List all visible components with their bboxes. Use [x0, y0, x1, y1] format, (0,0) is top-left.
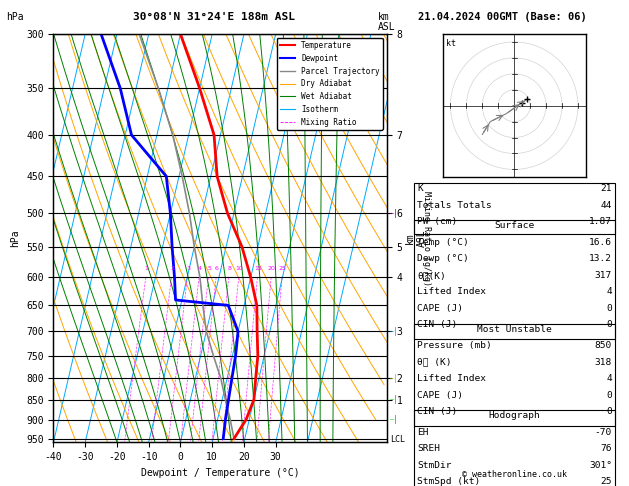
Text: 4: 4	[606, 374, 612, 383]
Text: 21.04.2024 00GMT (Base: 06): 21.04.2024 00GMT (Base: 06)	[418, 12, 587, 22]
Text: Temp (°C): Temp (°C)	[417, 238, 469, 247]
Text: km
ASL: km ASL	[377, 12, 395, 32]
Text: 76: 76	[601, 444, 612, 453]
X-axis label: Dewpoint / Temperature (°C): Dewpoint / Temperature (°C)	[141, 468, 299, 478]
Text: CIN (J): CIN (J)	[417, 320, 457, 330]
Text: 0: 0	[606, 320, 612, 330]
Text: PW (cm): PW (cm)	[417, 217, 457, 226]
Text: 30°08'N 31°24'E 188m ASL: 30°08'N 31°24'E 188m ASL	[133, 12, 295, 22]
Text: 0: 0	[606, 391, 612, 399]
Text: |: |	[393, 395, 398, 404]
Text: K: K	[417, 184, 423, 193]
Text: CAPE (J): CAPE (J)	[417, 391, 463, 399]
Text: kt: kt	[446, 39, 455, 48]
Legend: Temperature, Dewpoint, Parcel Trajectory, Dry Adiabat, Wet Adiabat, Isotherm, Mi: Temperature, Dewpoint, Parcel Trajectory…	[277, 38, 383, 130]
Text: θᴄ(K): θᴄ(K)	[417, 271, 446, 280]
Text: 10: 10	[235, 266, 243, 271]
Text: |: |	[393, 415, 398, 424]
Text: 16.6: 16.6	[589, 238, 612, 247]
Text: 8: 8	[228, 266, 231, 271]
Text: —: —	[390, 210, 394, 216]
Text: 4: 4	[606, 287, 612, 296]
Text: Pressure (mb): Pressure (mb)	[417, 341, 492, 350]
Text: 317: 317	[595, 271, 612, 280]
Text: StmDir: StmDir	[417, 461, 452, 470]
Text: 2: 2	[170, 266, 174, 271]
Text: —: —	[390, 417, 394, 423]
Text: LCL: LCL	[390, 435, 405, 444]
Text: Hodograph: Hodograph	[489, 411, 540, 420]
Text: SREH: SREH	[417, 444, 440, 453]
Text: 5: 5	[207, 266, 211, 271]
Text: 13.2: 13.2	[589, 254, 612, 263]
Text: 850: 850	[595, 341, 612, 350]
Text: 15: 15	[254, 266, 262, 271]
Text: —: —	[390, 329, 394, 334]
Text: 20: 20	[268, 266, 276, 271]
Text: Mixing Ratio (g/kg): Mixing Ratio (g/kg)	[422, 191, 431, 286]
Text: 0: 0	[606, 304, 612, 313]
Text: -70: -70	[595, 428, 612, 437]
Text: CIN (J): CIN (J)	[417, 407, 457, 416]
Text: 4: 4	[198, 266, 202, 271]
Text: Lifted Index: Lifted Index	[417, 374, 486, 383]
Text: StmSpd (kt): StmSpd (kt)	[417, 477, 481, 486]
Text: Lifted Index: Lifted Index	[417, 287, 486, 296]
Text: © weatheronline.co.uk: © weatheronline.co.uk	[462, 469, 567, 479]
Text: 44: 44	[601, 201, 612, 210]
Text: —: —	[390, 375, 394, 382]
Text: CAPE (J): CAPE (J)	[417, 304, 463, 313]
Text: |: |	[393, 327, 398, 336]
Text: Totals Totals: Totals Totals	[417, 201, 492, 210]
Text: 25: 25	[601, 477, 612, 486]
Text: 0: 0	[606, 407, 612, 416]
Text: 21: 21	[601, 184, 612, 193]
Text: Most Unstable: Most Unstable	[477, 325, 552, 333]
Text: EH: EH	[417, 428, 428, 437]
Y-axis label: hPa: hPa	[11, 229, 21, 247]
Text: hPa: hPa	[6, 12, 24, 22]
Text: 1: 1	[145, 266, 148, 271]
Text: θᴄ (K): θᴄ (K)	[417, 358, 452, 366]
Text: |: |	[393, 209, 398, 218]
Text: 1.87: 1.87	[589, 217, 612, 226]
Text: |: |	[393, 374, 398, 383]
Text: Dewp (°C): Dewp (°C)	[417, 254, 469, 263]
Text: 3: 3	[186, 266, 190, 271]
Text: —: —	[390, 397, 394, 402]
Y-axis label: km
ASL: km ASL	[405, 229, 427, 247]
Text: 25: 25	[279, 266, 286, 271]
Text: 6: 6	[215, 266, 219, 271]
Text: 301°: 301°	[589, 461, 612, 470]
Text: Surface: Surface	[494, 221, 535, 230]
Text: 318: 318	[595, 358, 612, 366]
